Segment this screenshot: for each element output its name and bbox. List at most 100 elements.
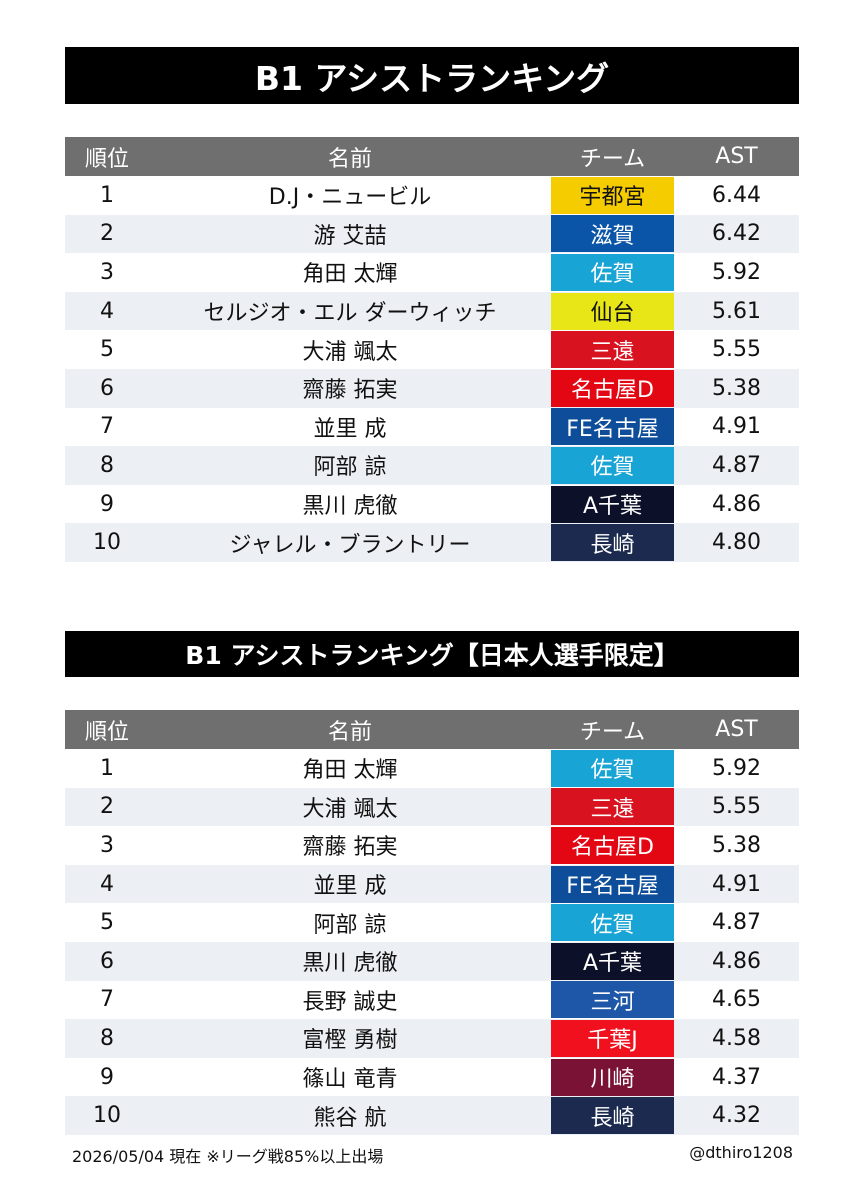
table-row: 9 篠山 竜青 川崎 4.37 [65, 1058, 799, 1097]
rank-cell: 8 [100, 452, 114, 478]
team-cell: 佐賀 [551, 446, 674, 485]
table-row: 4 セルジオ・エル ダーウィッチ 仙台 5.61 [65, 291, 799, 331]
team-badge: 三河 [551, 981, 674, 1019]
team-badge: 長崎 [551, 524, 674, 562]
team-badge: 仙台 [551, 292, 674, 330]
table-row: 3 齋藤 拓実 名古屋D 5.38 [65, 826, 799, 865]
team-badge: A千葉 [551, 942, 674, 980]
team-cell: 滋賀 [551, 215, 674, 254]
table-row: 6 黒川 虎徹 A千葉 4.86 [65, 941, 799, 981]
team-cell: 長崎 [551, 1096, 674, 1135]
team-badge: 名古屋D [551, 826, 674, 864]
ast-value-cell: 5.38 [712, 832, 761, 858]
table-row: 10 ジャレル・ブラントリー 長崎 4.80 [65, 523, 799, 562]
team-badge: 千葉J [551, 1019, 674, 1057]
assist-ranking-table: 順位 名前 チーム AST 1 D.J・ニュービル 宇都宮 6.44 2 游 艾喆 滋賀 6.… [65, 137, 799, 562]
team-cell: 千葉J [551, 1019, 674, 1058]
table-row: 9 黒川 虎徹 A千葉 4.86 [65, 485, 799, 524]
footer-note: 2026/05/04 現在 ※リーグ戦85%以上出場 [72, 1147, 384, 1166]
table-row: 1 角田 太輝 佐賀 5.92 [65, 749, 799, 788]
team-badge: 佐賀 [551, 904, 674, 942]
team-badge: 佐賀 [551, 253, 674, 291]
player-name-cell: 並里 成 [313, 416, 387, 442]
ast-value-cell: 5.92 [712, 259, 761, 285]
ast-value-cell: 4.86 [712, 491, 761, 517]
table-row: 1 D.J・ニュービル 宇都宮 6.44 [65, 176, 799, 215]
rank-cell: 6 [100, 948, 114, 974]
team-cell: 名古屋D [551, 369, 674, 408]
team-badge: 三遠 [551, 788, 674, 826]
team-cell: FE名古屋 [551, 865, 674, 904]
player-name-cell: 角田 太輝 [302, 758, 398, 784]
player-name-cell: 齋藤 拓実 [302, 835, 398, 861]
team-badge: 川崎 [551, 1058, 674, 1096]
team-header: チーム [579, 146, 646, 172]
ast-value-cell: 4.32 [712, 1103, 761, 1129]
team-cell: A千葉 [551, 942, 674, 981]
player-name-cell: 黒川 虎徹 [302, 494, 398, 520]
player-name-cell: セルジオ・エル ダーウィッチ [203, 301, 497, 327]
rank-cell: 4 [100, 871, 114, 897]
table-row: 4 並里 成 FE名古屋 4.91 [65, 864, 799, 904]
table-row: 6 齋藤 拓実 名古屋D 5.38 [65, 368, 799, 408]
player-name-cell: 大浦 颯太 [302, 796, 398, 822]
table-row: 10 熊谷 航 長崎 4.32 [65, 1096, 799, 1135]
player-name-cell: ジャレル・ブラントリー [229, 532, 471, 558]
team-cell: 佐賀 [551, 749, 674, 788]
player-name-cell: 黒川 虎徹 [302, 951, 398, 977]
team-cell: A千葉 [551, 485, 674, 524]
rank-cell: 1 [100, 755, 114, 781]
table-row: 3 角田 太輝 佐賀 5.92 [65, 253, 799, 292]
rank-cell: 2 [100, 794, 114, 820]
team-cell: FE名古屋 [551, 408, 674, 447]
player-name-cell: 大浦 颯太 [302, 339, 398, 365]
rank-cell: 10 [93, 530, 121, 556]
team-badge: A千葉 [551, 485, 674, 523]
team-cell: 佐賀 [551, 903, 674, 942]
player-name-cell: D.J・ニュービル [268, 185, 432, 211]
ast-header: AST [715, 717, 758, 742]
team-badge: 三遠 [551, 331, 674, 369]
ast-value-cell: 4.65 [712, 987, 761, 1013]
ast-value-cell: 5.55 [712, 794, 761, 820]
ast-value-cell: 4.86 [712, 948, 761, 974]
rank-cell: 3 [100, 832, 114, 858]
ast-value-cell: 4.91 [712, 871, 761, 897]
table-header: 順位 名前 チーム AST [65, 710, 799, 749]
team-cell: 三遠 [551, 788, 674, 827]
team-badge: FE名古屋 [551, 408, 674, 446]
player-name-cell: 齋藤 拓実 [302, 378, 398, 404]
ast-header: AST [715, 144, 758, 169]
ast-value-cell: 4.58 [712, 1025, 761, 1051]
table-row: 2 大浦 颯太 三遠 5.55 [65, 787, 799, 827]
team-badge: 佐賀 [551, 749, 674, 787]
player-name-cell: 長野 誠史 [302, 989, 398, 1015]
table-header: 順位 名前 チーム AST [65, 137, 799, 176]
ast-value-cell: 6.44 [712, 182, 761, 208]
team-badge: 長崎 [551, 1097, 674, 1135]
team-cell: 三遠 [551, 330, 674, 369]
player-name-cell: 並里 成 [313, 874, 387, 900]
rank-cell: 7 [100, 987, 114, 1013]
team-cell: 仙台 [551, 292, 674, 331]
ast-value-cell: 4.87 [712, 452, 761, 478]
rank-cell: 1 [100, 182, 114, 208]
team-badge: 佐賀 [551, 446, 674, 484]
team-cell: 宇都宮 [551, 176, 674, 215]
ast-value-cell: 4.87 [712, 910, 761, 936]
player-name-cell: 角田 太輝 [302, 262, 398, 288]
table-row: 8 阿部 諒 佐賀 4.87 [65, 446, 799, 485]
rank-cell: 9 [100, 1064, 114, 1090]
ast-value-cell: 5.38 [712, 375, 761, 401]
rank-cell: 10 [93, 1103, 121, 1129]
ast-value-cell: 5.55 [712, 337, 761, 363]
player-name-cell: 阿部 諒 [313, 455, 387, 481]
rank-cell: 5 [100, 337, 114, 363]
ast-value-cell: 5.92 [712, 755, 761, 781]
ast-value-cell: 5.61 [712, 298, 761, 324]
rank-cell: 7 [100, 414, 114, 440]
ast-value-cell: 4.80 [712, 530, 761, 556]
rank-cell: 3 [100, 259, 114, 285]
player-name-cell: 篠山 竜青 [302, 1067, 398, 1093]
name-header: 名前 [327, 719, 372, 745]
